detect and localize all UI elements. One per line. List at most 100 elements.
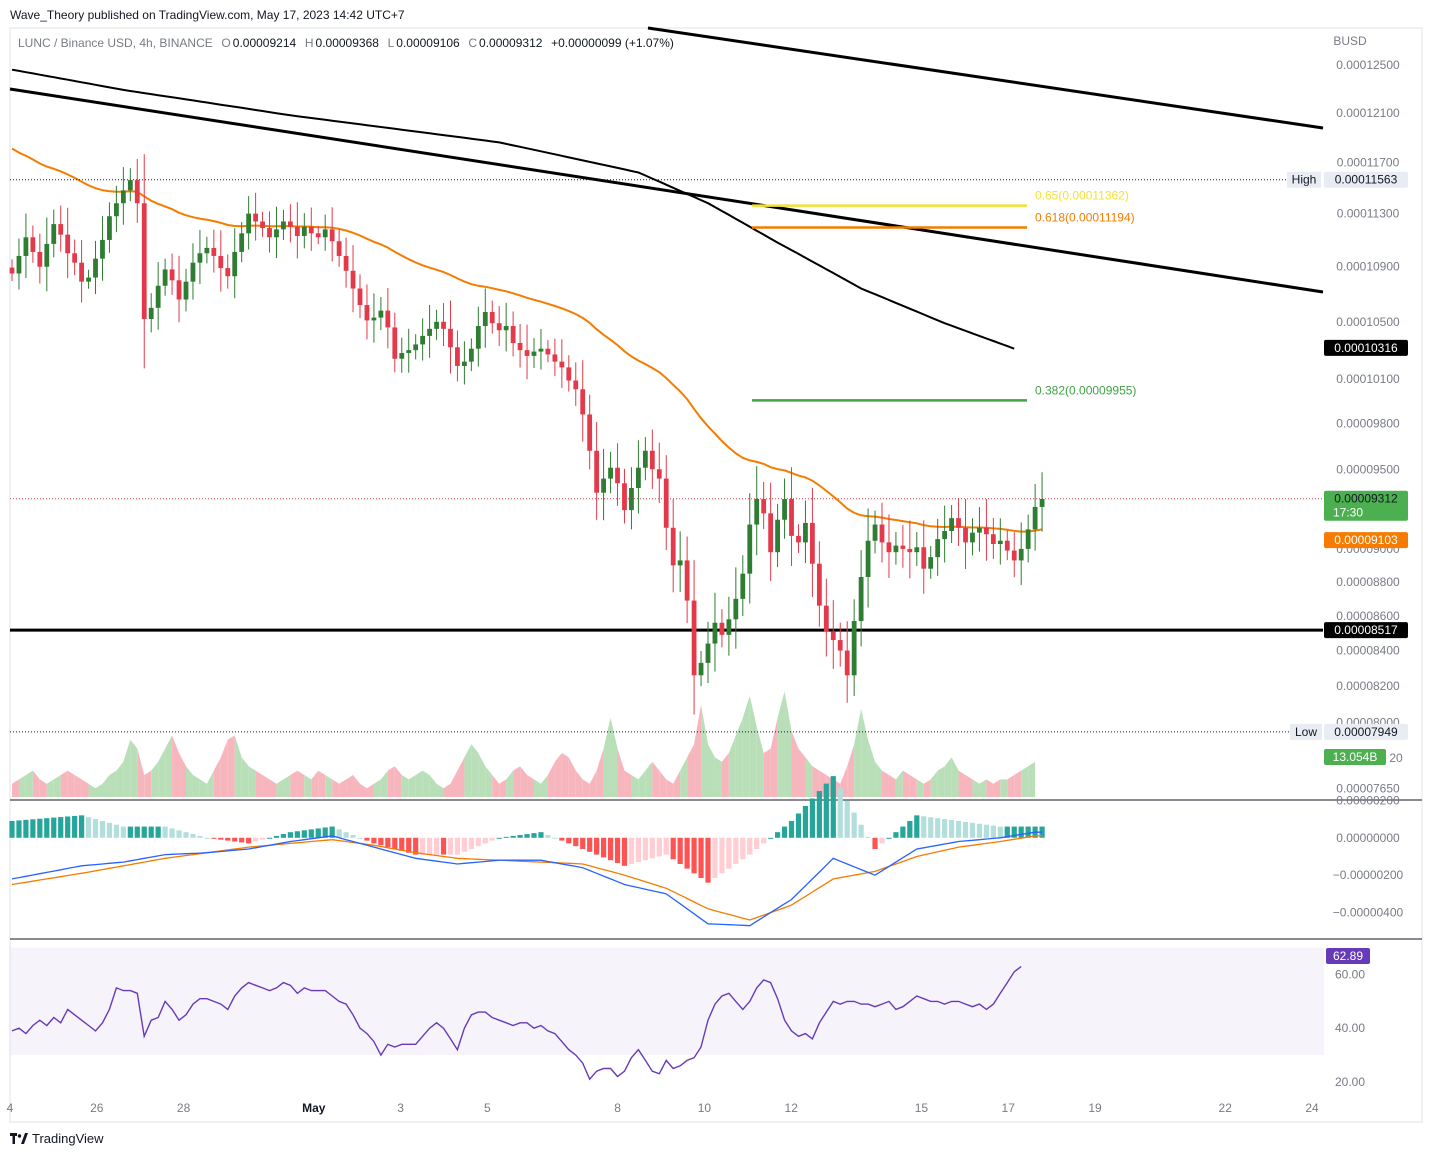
- candle-body[interactable]: [9, 267, 15, 274]
- candle-body[interactable]: [100, 239, 105, 259]
- candle-body[interactable]: [204, 247, 210, 254]
- candle-body[interactable]: [789, 499, 794, 536]
- candle-body[interactable]: [1004, 540, 1010, 551]
- candle-body[interactable]: [663, 478, 669, 528]
- candle-body[interactable]: [107, 216, 112, 240]
- candle-body[interactable]: [294, 226, 300, 236]
- candle-body[interactable]: [768, 513, 774, 553]
- candle-body[interactable]: [782, 499, 787, 520]
- candle-body[interactable]: [580, 389, 586, 415]
- ma-200-line[interactable]: [11, 68, 1015, 350]
- candle-body[interactable]: [58, 224, 64, 235]
- candle-body[interactable]: [559, 361, 565, 368]
- candle-body[interactable]: [427, 328, 432, 336]
- candle-body[interactable]: [796, 535, 801, 543]
- candle-body[interactable]: [810, 522, 815, 564]
- candle-body[interactable]: [594, 450, 600, 493]
- candle-body[interactable]: [239, 233, 245, 252]
- candle-body[interactable]: [322, 229, 328, 238]
- candle-body[interactable]: [761, 499, 767, 514]
- candle-body[interactable]: [114, 203, 119, 217]
- candle-body[interactable]: [357, 288, 363, 306]
- candle-body[interactable]: [399, 353, 405, 359]
- candle-body[interactable]: [267, 228, 272, 238]
- candle-body[interactable]: [886, 542, 892, 553]
- candle-body[interactable]: [851, 621, 857, 676]
- candle-body[interactable]: [434, 321, 439, 329]
- candle-body[interactable]: [462, 361, 467, 366]
- candle-body[interactable]: [963, 527, 968, 543]
- candle-body[interactable]: [489, 312, 495, 324]
- candle-body[interactable]: [900, 545, 906, 549]
- candle-body[interactable]: [371, 317, 377, 321]
- rsi-line[interactable]: [11, 965, 1022, 1081]
- candle-body[interactable]: [406, 350, 412, 354]
- candle-body[interactable]: [141, 203, 147, 320]
- candle-body[interactable]: [803, 522, 808, 543]
- candle-body[interactable]: [977, 527, 982, 533]
- candle-body[interactable]: [566, 367, 572, 381]
- candle-body[interactable]: [455, 347, 460, 366]
- candle-body[interactable]: [858, 577, 864, 622]
- candle-body[interactable]: [197, 253, 203, 263]
- candle-body[interactable]: [649, 450, 655, 470]
- candle-body[interactable]: [1039, 499, 1045, 507]
- candle-body[interactable]: [503, 326, 509, 331]
- candle-body[interactable]: [956, 518, 961, 528]
- candle-body[interactable]: [587, 414, 593, 451]
- candle-body[interactable]: [211, 247, 217, 256]
- candle-body[interactable]: [315, 233, 321, 238]
- candle-body[interactable]: [1011, 550, 1017, 561]
- candle-body[interactable]: [733, 598, 739, 620]
- candle-body[interactable]: [127, 180, 133, 191]
- candle-body[interactable]: [225, 268, 231, 277]
- candle-body[interactable]: [608, 467, 613, 479]
- candle-body[interactable]: [830, 631, 836, 641]
- candle-body[interactable]: [935, 539, 941, 558]
- candle-body[interactable]: [872, 524, 878, 541]
- candle-body[interactable]: [496, 323, 502, 331]
- candle-body[interactable]: [364, 305, 370, 321]
- candle-body[interactable]: [16, 255, 22, 274]
- candle-body[interactable]: [844, 650, 850, 676]
- candle-body[interactable]: [246, 213, 252, 234]
- candle-body[interactable]: [865, 540, 871, 578]
- candle-body[interactable]: [162, 269, 168, 286]
- candle-body[interactable]: [482, 312, 488, 327]
- candle-body[interactable]: [218, 255, 224, 269]
- candle-body[interactable]: [949, 518, 954, 532]
- candle-body[interactable]: [308, 226, 314, 234]
- macd-line[interactable]: [11, 831, 1043, 927]
- candle-body[interactable]: [343, 255, 349, 271]
- candle-body[interactable]: [413, 344, 419, 351]
- candle-body[interactable]: [510, 326, 516, 344]
- candle-body[interactable]: [475, 326, 481, 349]
- candle-body[interactable]: [907, 548, 913, 553]
- candle-body[interactable]: [288, 221, 293, 227]
- candle-body[interactable]: [23, 237, 29, 256]
- candle-body[interactable]: [148, 307, 154, 320]
- candle-body[interactable]: [190, 262, 196, 282]
- candle-body[interactable]: [719, 622, 725, 635]
- candle-body[interactable]: [726, 619, 732, 635]
- candle-body[interactable]: [385, 310, 391, 328]
- candle-body[interactable]: [531, 351, 537, 356]
- candle-body[interactable]: [176, 280, 182, 300]
- candle-body[interactable]: [997, 540, 1003, 545]
- candle-body[interactable]: [740, 573, 746, 599]
- candle-body[interactable]: [72, 253, 78, 263]
- candle-body[interactable]: [260, 221, 265, 229]
- candle-body[interactable]: [524, 350, 530, 356]
- candle-body[interactable]: [545, 348, 551, 355]
- candle-body[interactable]: [698, 662, 704, 676]
- candle-body[interactable]: [823, 605, 829, 632]
- candle-body[interactable]: [1018, 548, 1024, 561]
- candle-body[interactable]: [837, 640, 843, 651]
- candle-body[interactable]: [642, 450, 648, 468]
- candle-body[interactable]: [274, 229, 279, 238]
- candle-body[interactable]: [281, 221, 286, 230]
- candle-body[interactable]: [538, 348, 544, 352]
- candle-body[interactable]: [301, 226, 307, 236]
- candle-body[interactable]: [879, 524, 885, 543]
- macd-signal-line[interactable]: [11, 835, 1043, 921]
